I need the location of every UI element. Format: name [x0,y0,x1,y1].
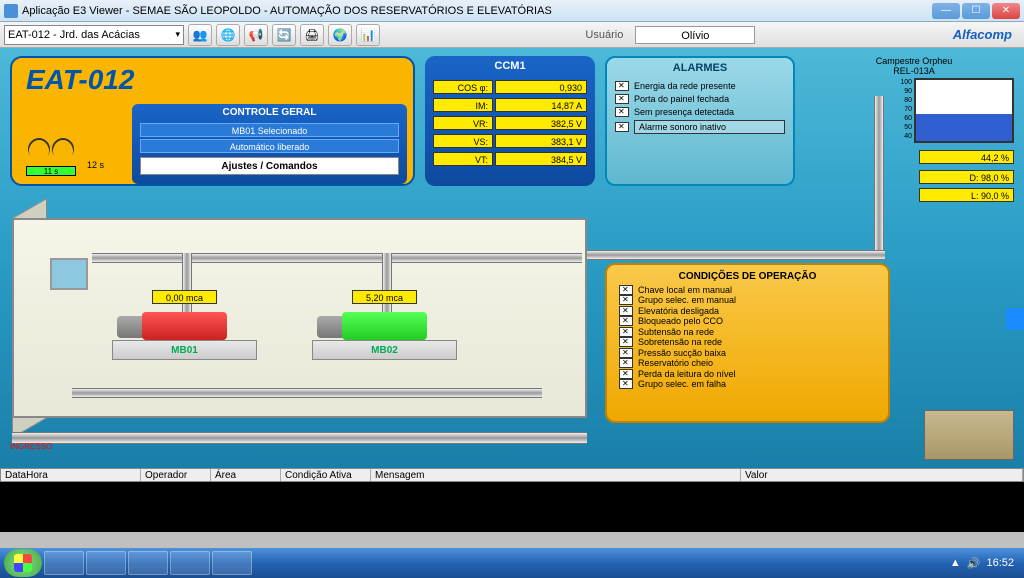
close-button[interactable]: ✕ [992,3,1020,19]
reservoir-block: Campestre Orpheu REL-013A [814,56,1014,76]
alarm-grid-header: DataHora Operador Área Condição Ativa Me… [0,468,1024,482]
vendor-logo: Alfacomp [953,27,1020,42]
toolbar-btn-1[interactable]: 👥 [188,24,212,46]
taskbar-item[interactable] [212,551,252,575]
tank-pct: 44,2 % [919,150,1014,164]
eat-title: EAT-012 [12,58,413,102]
intake-label: INGRESSO [10,442,52,451]
alarm-item: Alarme sonoro inativo [615,120,785,134]
radio-icon: 11 s [26,136,81,176]
start-button[interactable] [4,549,42,577]
user-label: Usuário [577,29,631,41]
panel-ccm: CCM1 COS φ:0,930 IM:14,87 A VR:382,5 V V… [425,56,595,186]
ajustes-button[interactable]: Ajustes / Comandos [140,157,399,175]
pump-mb01[interactable]: 0,00 mca MB01 [112,340,257,360]
panel-alarmes: ALARMES Energia da rede presente Porta d… [605,56,795,186]
panel-eat: EAT-012 11 s 12 s CONTROLE GERAL MB01 Se… [10,56,415,186]
pump-mb02[interactable]: 5,20 mca MB02 [312,340,457,360]
tank-icon [914,78,1014,143]
toolbar: EAT-012 - Jrd. das Acácias 👥 🌐 📢 🔄 🖨 🌍 📊… [0,22,1024,48]
alarm-grid-body[interactable] [0,482,1024,532]
taskbar-item[interactable] [86,551,126,575]
window-icon [50,258,88,290]
alarm-item: Sem presença detectada [615,107,785,117]
window-titlebar: Aplicação E3 Viewer - SEMAE SÃO LEOPOLDO… [0,0,1024,22]
tank-l: L: 90,0 % [919,188,1014,202]
tank-scale: 1009080 706050 40 [894,78,912,143]
panel-condicoes: CONDIÇÕES DE OPERAÇÃO Chave local em man… [605,263,890,423]
window-title: Aplicação E3 Viewer - SEMAE SÃO LEOPOLDO… [22,5,552,17]
pump-house: 0,00 mca MB01 5,20 mca MB02 [12,198,587,423]
toolbar-btn-6[interactable]: 🌍 [328,24,352,46]
user-field: Olívio [635,26,755,44]
toolbar-btn-7[interactable]: 📊 [356,24,380,46]
tank-d: D: 98,0 % [919,170,1014,184]
alarm-item: Porta do painel fechada [615,94,785,104]
toolbar-btn-2[interactable]: 🌐 [216,24,240,46]
scada-canvas: EAT-012 11 s 12 s CONTROLE GERAL MB01 Se… [0,48,1024,468]
station-dropdown[interactable]: EAT-012 - Jrd. das Acácias [4,25,184,45]
taskbar-item[interactable] [128,551,168,575]
toolbar-btn-3[interactable]: 📢 [244,24,268,46]
alarm-grid: DataHora Operador Área Condição Ativa Me… [0,468,1024,532]
taskbar: ▲🔊16:52 [0,548,1024,578]
site-photo [924,410,1014,460]
toolbar-btn-5[interactable]: 🖨 [300,24,324,46]
intake-pipe [12,432,587,444]
radio-seconds: 12 s [87,160,104,170]
alarm-item: Energia da rede presente [615,81,785,91]
controle-geral: CONTROLE GERAL MB01 Selecionado Automáti… [132,104,407,184]
maximize-button[interactable]: ☐ [962,3,990,19]
controle-row-1[interactable]: MB01 Selecionado [140,123,399,137]
taskbar-item[interactable] [170,551,210,575]
system-tray[interactable]: ▲🔊16:52 [950,557,1020,570]
toolbar-btn-4[interactable]: 🔄 [272,24,296,46]
taskbar-item[interactable] [44,551,84,575]
minimize-button[interactable]: — [932,3,960,19]
controle-row-2[interactable]: Automático liberado [140,139,399,153]
app-icon [4,4,18,18]
teamviewer-tab[interactable] [1006,308,1024,330]
